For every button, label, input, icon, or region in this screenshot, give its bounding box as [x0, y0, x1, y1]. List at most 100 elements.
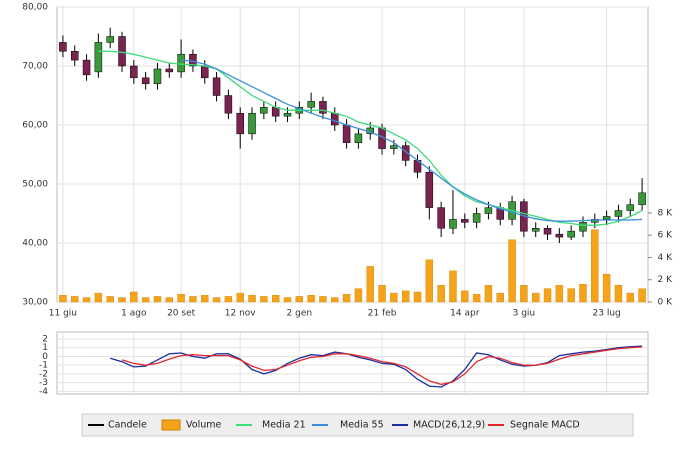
y-tick-label: 70,00 — [22, 62, 48, 72]
y-tick-label: 40,00 — [22, 239, 48, 249]
candle-body — [626, 204, 635, 211]
volume-bar — [532, 292, 540, 303]
x-tick-label: 11 giu — [49, 309, 77, 319]
candle-body — [153, 68, 162, 84]
volume-bar — [331, 297, 339, 303]
volume-bar — [283, 297, 292, 303]
volume-bar — [82, 297, 91, 303]
volume-bar — [224, 296, 233, 303]
y2-tick-label: 2 K — [658, 275, 674, 285]
volume-bar — [638, 288, 646, 303]
volume-bar — [130, 291, 138, 303]
volume-bar — [413, 291, 422, 303]
volume-bar — [141, 297, 150, 303]
volume-bar — [59, 295, 67, 303]
line-series — [121, 346, 643, 386]
volume-bar — [307, 295, 315, 303]
candle-body — [260, 107, 268, 114]
volume-bar — [437, 285, 445, 303]
candle-body — [201, 65, 209, 79]
candle-body — [401, 145, 410, 161]
candle-body — [461, 219, 469, 223]
volume-bar — [118, 297, 126, 303]
volume-bar — [555, 285, 564, 303]
candle-body — [484, 207, 493, 214]
candle-body — [449, 219, 457, 229]
y-tick-label: 50,00 — [22, 180, 48, 190]
candle-body — [59, 42, 67, 52]
candle-body — [165, 68, 174, 73]
candle-body — [531, 228, 540, 232]
volume-bar — [614, 285, 623, 303]
candle-body — [638, 192, 646, 205]
volume-bar — [472, 294, 481, 303]
y-tick-label: 30,00 — [22, 298, 48, 308]
volume-bar — [189, 296, 197, 303]
x-tick-label: 12 nov — [225, 309, 257, 319]
volume-bar — [390, 292, 398, 303]
candle-body — [212, 77, 221, 96]
volume-bar — [236, 292, 244, 303]
candle-body — [271, 107, 280, 117]
legend-swatch — [161, 419, 181, 431]
legend — [81, 413, 634, 437]
candle-body — [354, 133, 363, 143]
volume-bar — [461, 290, 469, 303]
volume-bar — [177, 294, 185, 303]
volume-bar — [212, 297, 221, 303]
candle-body — [118, 36, 126, 67]
volume-bar — [496, 292, 504, 303]
candle-body — [106, 36, 114, 43]
y2-tick-label: 0 K — [658, 298, 674, 308]
candle-body — [236, 112, 244, 135]
candle-body — [189, 53, 197, 67]
volume-bar — [71, 296, 79, 303]
candle-body — [331, 112, 339, 126]
candle-body — [555, 233, 564, 238]
line-series — [181, 59, 643, 222]
volume-bar — [579, 283, 587, 303]
volume-bar — [295, 296, 304, 303]
candle-body — [283, 112, 292, 117]
legend-label: Volume — [186, 420, 221, 431]
volume-bar — [248, 295, 256, 303]
candle-body — [94, 42, 103, 73]
candle-body — [82, 59, 91, 76]
candle-body — [141, 77, 150, 84]
candle-body — [614, 210, 623, 217]
volume-bar — [106, 296, 114, 303]
volume-bar — [520, 285, 528, 303]
y-tick-label: -1 — [39, 361, 48, 371]
volume-bar — [354, 288, 363, 303]
y-tick-label: -2 — [39, 369, 48, 379]
volume-bar — [484, 285, 493, 303]
legend-label: Candele — [108, 420, 147, 431]
legend-label: MACD(26,12,9) — [413, 420, 485, 431]
candle-body — [70, 51, 79, 61]
y-tick-label: 1 — [42, 343, 48, 353]
line-series — [110, 345, 643, 388]
y-tick-label: 60,00 — [22, 121, 48, 131]
y2-tick-label: 8 K — [658, 208, 674, 218]
volume-bar — [508, 239, 516, 303]
macd-panel — [56, 331, 649, 395]
volume-bar — [165, 297, 173, 303]
volume-bar — [342, 294, 351, 303]
candle-body — [248, 112, 256, 135]
y-tick-label: 2 — [42, 334, 48, 344]
price-panel — [56, 6, 649, 303]
legend-label: Media 55 — [340, 420, 384, 431]
x-tick-label: 23 lug — [593, 309, 621, 319]
y-tick-label: -4 — [39, 387, 48, 397]
volume-bar — [567, 288, 575, 303]
candle-body — [224, 95, 233, 114]
candle-body — [543, 228, 552, 235]
y-tick-label: 80,00 — [22, 3, 48, 13]
candle-body — [390, 145, 398, 149]
y-tick-label: 0 — [42, 352, 48, 362]
volume-bar — [543, 288, 552, 303]
legend-label: Segnale MACD — [510, 420, 580, 431]
candle-body — [130, 65, 138, 79]
volume-bar — [602, 273, 611, 303]
